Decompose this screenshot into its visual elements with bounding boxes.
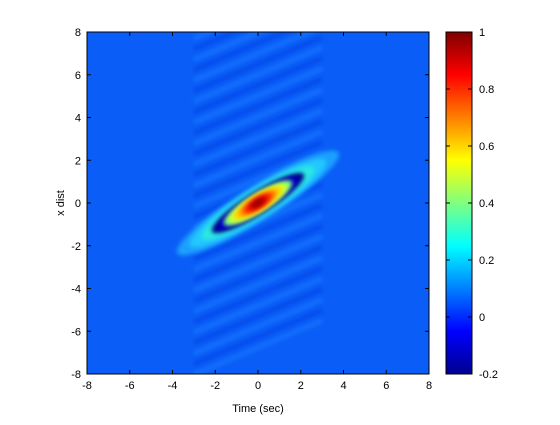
y-tick-label: 2	[75, 155, 81, 167]
fringe-band	[193, 255, 323, 314]
fringe-band	[193, 140, 323, 198]
x-axis-ticks: -8 -6 -4 -2 0 2 4 6 8	[82, 32, 432, 392]
fringe-band	[193, 32, 240, 51]
fringe-band	[194, 0, 322, 28]
x-tick-label: 8	[426, 380, 432, 392]
colorbar-tick-label: 0.6	[479, 141, 494, 153]
fringe-band	[193, 318, 323, 374]
colorbar-tick-label: 0.8	[479, 84, 494, 96]
fringe-band	[193, 32, 290, 72]
colorbar-gradient	[445, 31, 473, 375]
fringe-band	[193, 119, 323, 177]
colorbar-tick-label: 0.2	[479, 255, 494, 267]
colorbar-ticks: -0.2 0 0.2 0.4 0.6 0.8 1	[446, 27, 498, 381]
x-tick-label: 4	[340, 380, 346, 392]
fringe-band	[193, 77, 323, 135]
x-tick-label: -6	[125, 380, 135, 392]
colorbar-tick-label: -0.2	[479, 369, 498, 381]
fringe-band	[193, 66, 323, 125]
plot-area	[86, 0, 430, 375]
y-tick-label: 6	[75, 70, 81, 82]
fringe-band	[193, 108, 323, 167]
y-axis-ticks: -8 -6 -4 -2 0 2 4 6 8	[71, 27, 429, 381]
fringe-band	[193, 287, 323, 345]
fringe-band	[193, 297, 323, 356]
peak-contour	[251, 198, 265, 208]
fringe-band	[193, 308, 323, 366]
fringe-band	[193, 129, 323, 188]
colorbar-tick-label: 0.4	[479, 198, 494, 210]
colorbar-tick-label: 1	[479, 27, 485, 39]
x-tick-label: -8	[82, 380, 92, 392]
x-tick-label: 2	[298, 380, 304, 392]
y-tick-label: -4	[71, 284, 81, 296]
fringe-band	[193, 87, 323, 146]
y-tick-label: -2	[71, 241, 81, 253]
fringe-band	[193, 98, 323, 156]
fringe-band	[193, 45, 323, 104]
colorbar: -0.2 0 0.2 0.4 0.6 0.8 1	[445, 27, 498, 381]
fringe-band	[193, 203, 323, 261]
x-tick-label: -4	[168, 380, 178, 392]
y-tick-label: -6	[71, 326, 81, 338]
colorbar-tick-label: 0	[479, 312, 485, 324]
y-tick-label: 0	[75, 198, 81, 210]
y-axis-label: x dist	[55, 190, 67, 216]
fringe-band	[193, 276, 323, 335]
x-tick-label: 6	[383, 380, 389, 392]
fringe-band	[193, 56, 323, 114]
fringe-band	[193, 35, 323, 93]
fringe-band	[193, 224, 323, 282]
x-tick-label: 0	[255, 380, 261, 392]
fringe-band	[193, 213, 323, 272]
y-tick-label: -8	[71, 369, 81, 381]
y-tick-label: 4	[75, 113, 81, 125]
y-tick-label: 8	[75, 27, 81, 39]
fringe-band	[193, 266, 323, 324]
heat-features	[176, 0, 340, 374]
fringe-band	[193, 234, 323, 293]
x-tick-label: -2	[210, 380, 220, 392]
fringe-band	[193, 245, 323, 303]
x-axis-label: Time (sec)	[232, 403, 284, 415]
